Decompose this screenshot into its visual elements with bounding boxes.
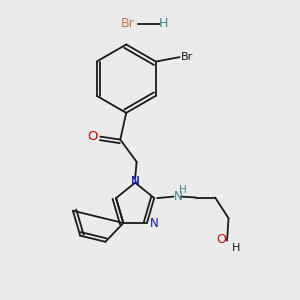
Text: N: N [150, 217, 159, 230]
Text: O: O [87, 130, 98, 143]
Text: H: H [179, 185, 187, 195]
Text: N: N [131, 175, 140, 188]
Text: N: N [174, 190, 182, 203]
Text: N: N [131, 175, 140, 188]
Text: H: H [232, 243, 240, 253]
Text: Br: Br [181, 52, 193, 62]
Text: H: H [159, 17, 168, 30]
Text: Br: Br [121, 17, 135, 30]
Text: O: O [216, 232, 226, 246]
